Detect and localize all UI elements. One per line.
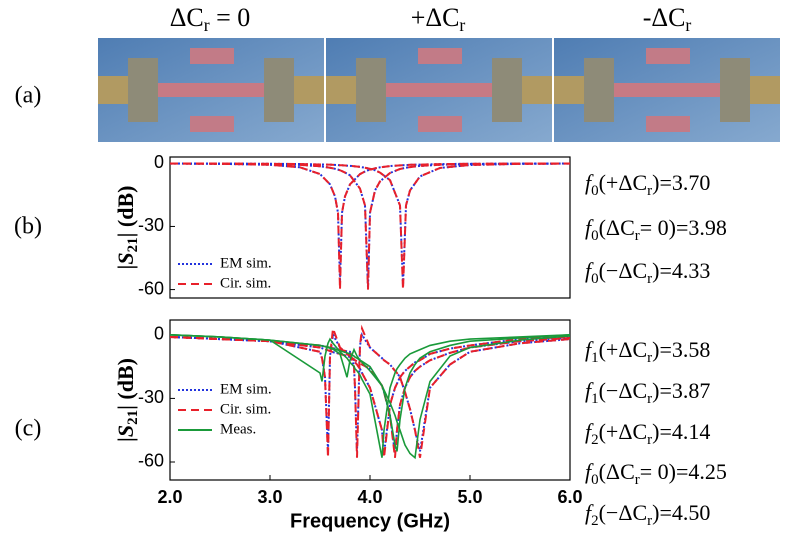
x-axis-label: Frequency (GHz) [290, 510, 450, 532]
annotation-part: = 0)=3.98 [640, 215, 727, 240]
annotation-part: r [647, 391, 652, 407]
legend-label: Meas. [220, 421, 256, 437]
curve [170, 162, 570, 290]
x-tick-label: 4.0 [357, 487, 382, 507]
annotation-part: 0 [591, 472, 598, 488]
y-axis-label-part: | (dB) [113, 358, 138, 410]
annotation: f0(+ΔCr)=3.70 [585, 170, 710, 199]
annotation-part: (−ΔC [599, 378, 648, 403]
annotation-part: r [635, 472, 640, 488]
y-tick-label: -60 [138, 278, 164, 298]
panel-label: (b) [14, 214, 42, 240]
annotation-part: r [635, 228, 640, 244]
annotation-part: = 0)=4.25 [640, 459, 727, 484]
annotation: f1(+ΔCr)=3.58 [585, 337, 710, 366]
annotation: f0(ΔCr= 0)=3.98 [585, 215, 727, 244]
x-tick-label: 3.0 [257, 487, 282, 507]
annotation-part: f [585, 500, 594, 525]
annotation-part: 0 [591, 228, 598, 244]
legend-label: EM sim. [220, 381, 272, 397]
y-tick-label: 0 [154, 152, 164, 172]
annotation-part: (−ΔC [599, 258, 648, 283]
photo-title: +ΔCr [411, 3, 466, 35]
y-tick-label: -60 [138, 451, 164, 471]
curve [170, 334, 570, 452]
photo [326, 38, 552, 142]
y-tick-label: -30 [138, 387, 164, 407]
annotation-part: (+ΔC [599, 337, 648, 362]
annotation-part: r [647, 513, 652, 529]
annotation-part: r [647, 350, 652, 366]
plot-frame [169, 156, 571, 299]
panel-label: (a) [15, 83, 42, 109]
y-axis-label-part: S [113, 425, 138, 437]
annotation-part: (−ΔC [599, 500, 648, 525]
annotation-part: f [585, 459, 594, 484]
x-tick-label: 5.0 [457, 487, 482, 507]
annotation: f2(+ΔCr)=4.14 [585, 419, 710, 448]
annotation-part: (+ΔC [599, 419, 648, 444]
annotation-part: f [585, 170, 594, 195]
panel-label: (c) [15, 416, 42, 442]
annotation-part: r [647, 432, 652, 448]
annotation-part: 0 [591, 271, 598, 287]
annotation-part: (+ΔC [599, 170, 648, 195]
annotation-part: r [647, 183, 652, 199]
photo-title-part: r [459, 15, 465, 35]
annotation-part: f [585, 258, 594, 283]
photo-title-part: ΔC [170, 3, 204, 32]
photo [554, 38, 780, 142]
annotation-part: )=4.14 [652, 419, 710, 444]
y-axis-label: |S21| (dB) [113, 358, 141, 442]
annotation-part: )=3.87 [652, 378, 710, 403]
photo-title: -ΔCr [643, 3, 692, 35]
annotation: f0(ΔCr= 0)=4.25 [585, 459, 727, 488]
y-axis-label-part: | [113, 437, 138, 442]
annotation: f1(−ΔCr)=3.87 [585, 378, 710, 407]
annotation-part: 2 [591, 432, 598, 448]
annotation-part: 2 [591, 513, 598, 529]
y-axis-label-part: 21 [125, 410, 141, 425]
photo-title-part: r [204, 15, 210, 35]
curve [170, 162, 570, 290]
annotation-part: r [647, 271, 652, 287]
legend-label: Cir. sim. [220, 401, 271, 417]
curve [170, 334, 570, 458]
photo-title-part: r [685, 15, 691, 35]
annotation-part: (ΔC [599, 215, 635, 240]
photo-title-part: +ΔC [411, 3, 460, 32]
y-axis-label: |S21| (dB) [113, 186, 141, 270]
annotation-part: )=3.70 [652, 170, 710, 195]
annotation-part: )=4.50 [652, 500, 710, 525]
legend-label: Cir. sim. [220, 275, 271, 291]
annotation-part: 1 [591, 391, 598, 407]
annotation-part: f [585, 378, 594, 403]
annotation-part: 1 [591, 350, 598, 366]
annotation: f0(−ΔCr)=4.33 [585, 258, 710, 287]
annotation-part: f [585, 419, 594, 444]
annotation: f2(−ΔCr)=4.50 [585, 500, 710, 529]
y-tick-label: -30 [138, 215, 164, 235]
x-tick-label: 2.0 [157, 487, 182, 507]
photo [98, 38, 324, 142]
y-axis-label-part: | [113, 265, 138, 270]
curve [170, 162, 570, 290]
photo-title-part: -ΔC [643, 3, 686, 32]
x-tick-label: 6.0 [557, 487, 582, 507]
annotation-part: f [585, 215, 594, 240]
legend-label: EM sim. [220, 255, 272, 271]
annotation-part: )=4.33 [652, 258, 710, 283]
y-axis-label-part: | (dB) [113, 186, 138, 238]
photo-title: ΔCr = 0 [170, 3, 251, 35]
y-axis-label-part: S [113, 252, 138, 264]
annotation-part: (ΔC [599, 459, 635, 484]
annotation-part: f [585, 337, 594, 362]
y-axis-label-part: 21 [125, 237, 141, 252]
y-tick-label: 0 [154, 324, 164, 344]
annotation-part: 0 [591, 183, 598, 199]
annotation-part: )=3.58 [652, 337, 710, 362]
photo-title-part: = 0 [210, 3, 251, 32]
